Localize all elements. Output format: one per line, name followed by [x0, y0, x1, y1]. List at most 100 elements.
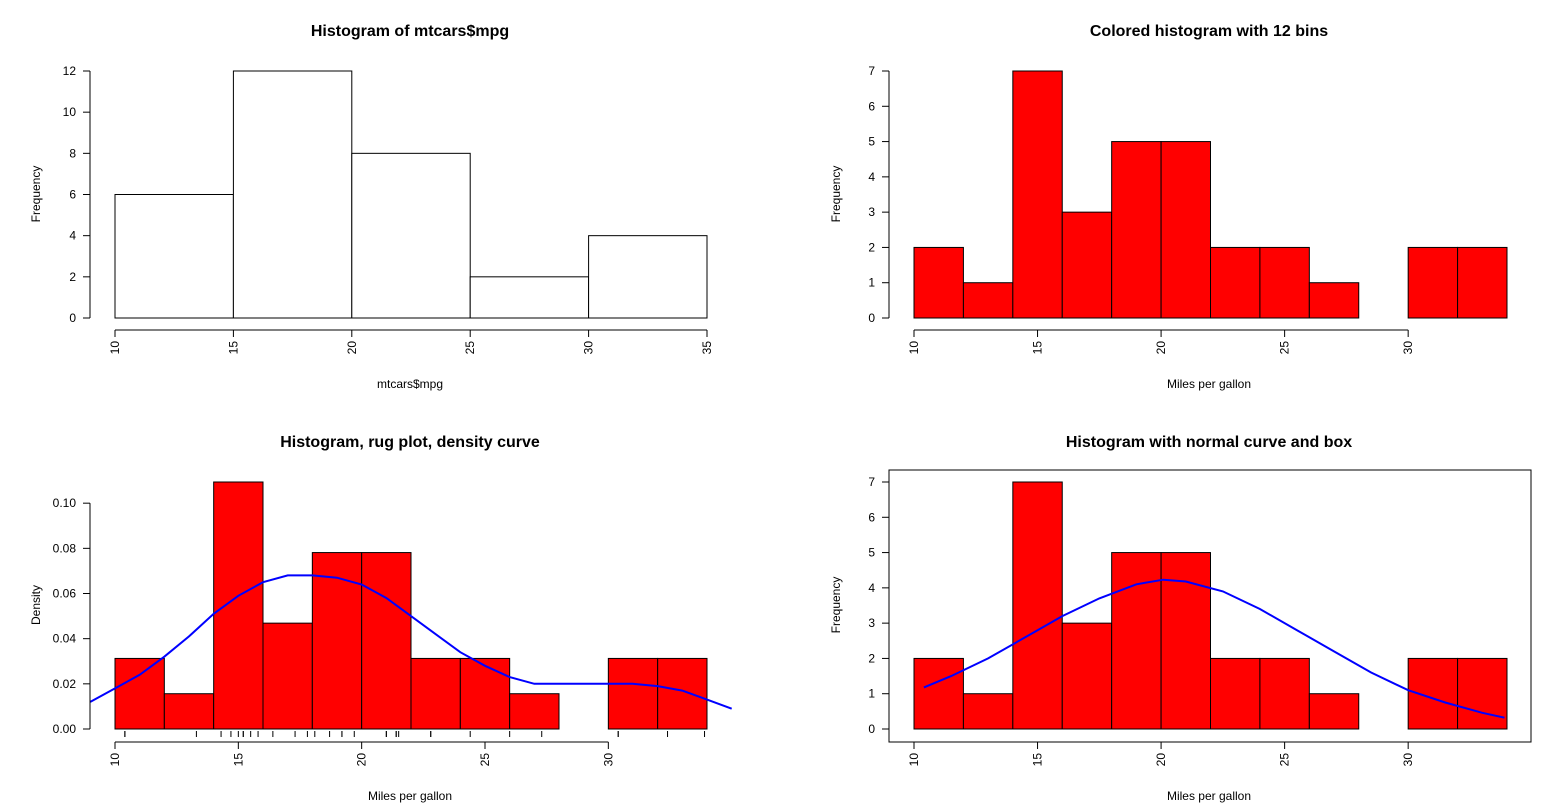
panel-4-plot-box: [888, 469, 1532, 743]
panel-1-x-tick-label: 20: [345, 341, 359, 355]
panel-4: Histogram with normal curve and box 10 15…: [829, 434, 1532, 803]
panel-4-bar: [1407, 657, 1459, 730]
panel-4-x-tick-label: 30: [1401, 753, 1415, 767]
panel-3-x-tick-label: 25: [478, 753, 492, 767]
panel-1-y-tick-label: 12: [63, 64, 77, 78]
panel-3-y-tick-label: 0.02: [53, 677, 77, 691]
panel-4-curve-line: [923, 578, 1505, 719]
panel-1: Histogram of mtcars$mpg 10 15 20 25 30 35 0 2 4…: [29, 23, 714, 391]
panel-4-x-label: Miles per gallon: [1167, 789, 1251, 803]
panel-3: Histogram, rug plot, density curve 10 15 2…: [29, 434, 733, 803]
panel-4-title: Histogram with normal curve and box: [1066, 434, 1352, 451]
panel-4-x-tick-label: 25: [1278, 753, 1292, 767]
panel-4-bar: [1259, 657, 1310, 730]
panel-2-bar: [1160, 141, 1212, 319]
panel-4-y-tick-label: 1: [868, 687, 875, 701]
panel-1-x-tick-label: 35: [700, 341, 714, 355]
panel-4-bar: [962, 693, 1014, 730]
panel-1-bars: [114, 70, 708, 319]
panel-4-y-label: Frequency: [829, 577, 843, 634]
panel-4-bar: [1111, 552, 1162, 730]
panel-4-y-tick-label: 4: [868, 581, 875, 595]
panel-2-y-tick-label: 0: [868, 311, 875, 325]
panel-3-x-axis: 10 15 20 25 30: [108, 741, 615, 767]
panel-3-y-label: Density: [29, 585, 43, 625]
panel-3-bar: [459, 657, 511, 730]
panel-2-y-tick-label: 5: [868, 135, 875, 149]
panel-1-x-axis: 10 15 20 25 30 35: [108, 329, 714, 355]
panel-1-bar: [351, 152, 471, 319]
panel-3-y-axis: 0.00 0.02 0.04 0.06 0.08 0.10: [53, 496, 91, 736]
panel-2-y-label: Frequency: [829, 166, 843, 223]
panel-2-bar: [913, 246, 964, 319]
panel-4-bar: [1457, 657, 1508, 730]
panel-2-bar: [1457, 246, 1508, 319]
panel-1-y-axis: 0 2 4 6 8 10 12: [63, 64, 91, 325]
panel-4-y-tick-label: 5: [868, 546, 875, 560]
panel-1-x-tick-label: 15: [226, 341, 240, 355]
panel-2-bar: [962, 282, 1014, 319]
panel-3-rug-layer: [124, 731, 706, 737]
panel-1-bar: [588, 235, 708, 319]
panel-2-x-tick-label: 10: [907, 341, 921, 355]
panel-1-title: Histogram of mtcars$mpg: [311, 23, 509, 40]
panel-3-x-tick-label: 20: [355, 753, 369, 767]
panel-1-x-label: mtcars$mpg: [377, 377, 443, 391]
panel-4-y-tick-label: 6: [868, 510, 875, 524]
panel-2-y-tick-label: 1: [868, 276, 875, 290]
panel-3-bar: [410, 657, 461, 730]
panel-4-x-tick-label: 20: [1154, 753, 1168, 767]
panel-4-bar: [1308, 693, 1360, 730]
panel-4-x-tick-label: 15: [1031, 753, 1045, 767]
panel-2-y-axis: 0 1 2 3 4 5 6 7: [868, 64, 890, 325]
panel-1-bar: [469, 276, 590, 319]
panel-1-x-tick-label: 10: [108, 341, 122, 355]
panel-3-bar: [311, 552, 363, 730]
panel-2-bar: [1111, 141, 1162, 319]
panel-1-bar: [114, 194, 234, 319]
panel-3-bar: [262, 622, 313, 730]
panel-2-bar: [1259, 246, 1310, 319]
panel-3-y-tick-label: 0.10: [53, 496, 77, 510]
panel-2-x-tick-label: 25: [1278, 341, 1292, 355]
panel-2-y-tick-label: 6: [868, 99, 875, 113]
panel-3-title: Histogram, rug plot, density curve: [280, 434, 540, 451]
panel-2-bar: [1407, 246, 1459, 319]
panel-2-bars: [913, 70, 1508, 319]
panel-4-curve-layer: [923, 578, 1505, 719]
panel-3-y-tick-label: 0.00: [53, 722, 77, 736]
panel-4-y-tick-label: 7: [868, 475, 875, 489]
panel-1-y-label: Frequency: [29, 166, 43, 223]
panel-3-x-tick-label: 30: [601, 753, 615, 767]
panel-3-x-tick-label: 15: [231, 753, 245, 767]
panel-2-title: Colored histogram with 12 bins: [1090, 23, 1328, 40]
panel-4-bar: [1012, 481, 1063, 730]
panel-2: Colored histogram with 12 bins 10 15 20 25 3…: [829, 23, 1508, 391]
panel-3-bar: [163, 693, 215, 730]
panel-2-y-tick-label: 2: [868, 240, 875, 254]
panel-3-curve-layer: [89, 574, 733, 710]
panel-3-y-tick-label: 0.06: [53, 587, 77, 601]
panel-4-bar: [913, 657, 964, 730]
panel-2-x-tick-label: 20: [1154, 341, 1168, 355]
panel-1-bar: [232, 70, 353, 319]
panel-4-y-tick-label: 2: [868, 651, 875, 665]
panel-2-bar: [1012, 70, 1063, 319]
panel-4-bar: [1061, 622, 1113, 730]
panel-3-y-tick-label: 0.04: [53, 632, 77, 646]
panel-3-bar: [213, 481, 264, 730]
panel-1-y-tick-label: 0: [69, 311, 76, 325]
panel-2-y-tick-label: 3: [868, 205, 875, 219]
panel-3-bar: [657, 657, 708, 730]
panel-1-y-tick-label: 10: [63, 105, 77, 119]
panel-2-y-tick-label: 7: [868, 64, 875, 78]
panel-3-x-label: Miles per gallon: [368, 789, 452, 803]
panel-1-y-tick-label: 4: [69, 229, 76, 243]
panel-4-bar: [1210, 657, 1261, 730]
panel-2-bar: [1210, 246, 1261, 319]
panel-1-y-tick-label: 8: [69, 146, 76, 160]
panel-4-y-tick-label: 3: [868, 616, 875, 630]
panel-4-bar: [1160, 552, 1212, 730]
panel-1-x-tick-label: 30: [582, 341, 596, 355]
